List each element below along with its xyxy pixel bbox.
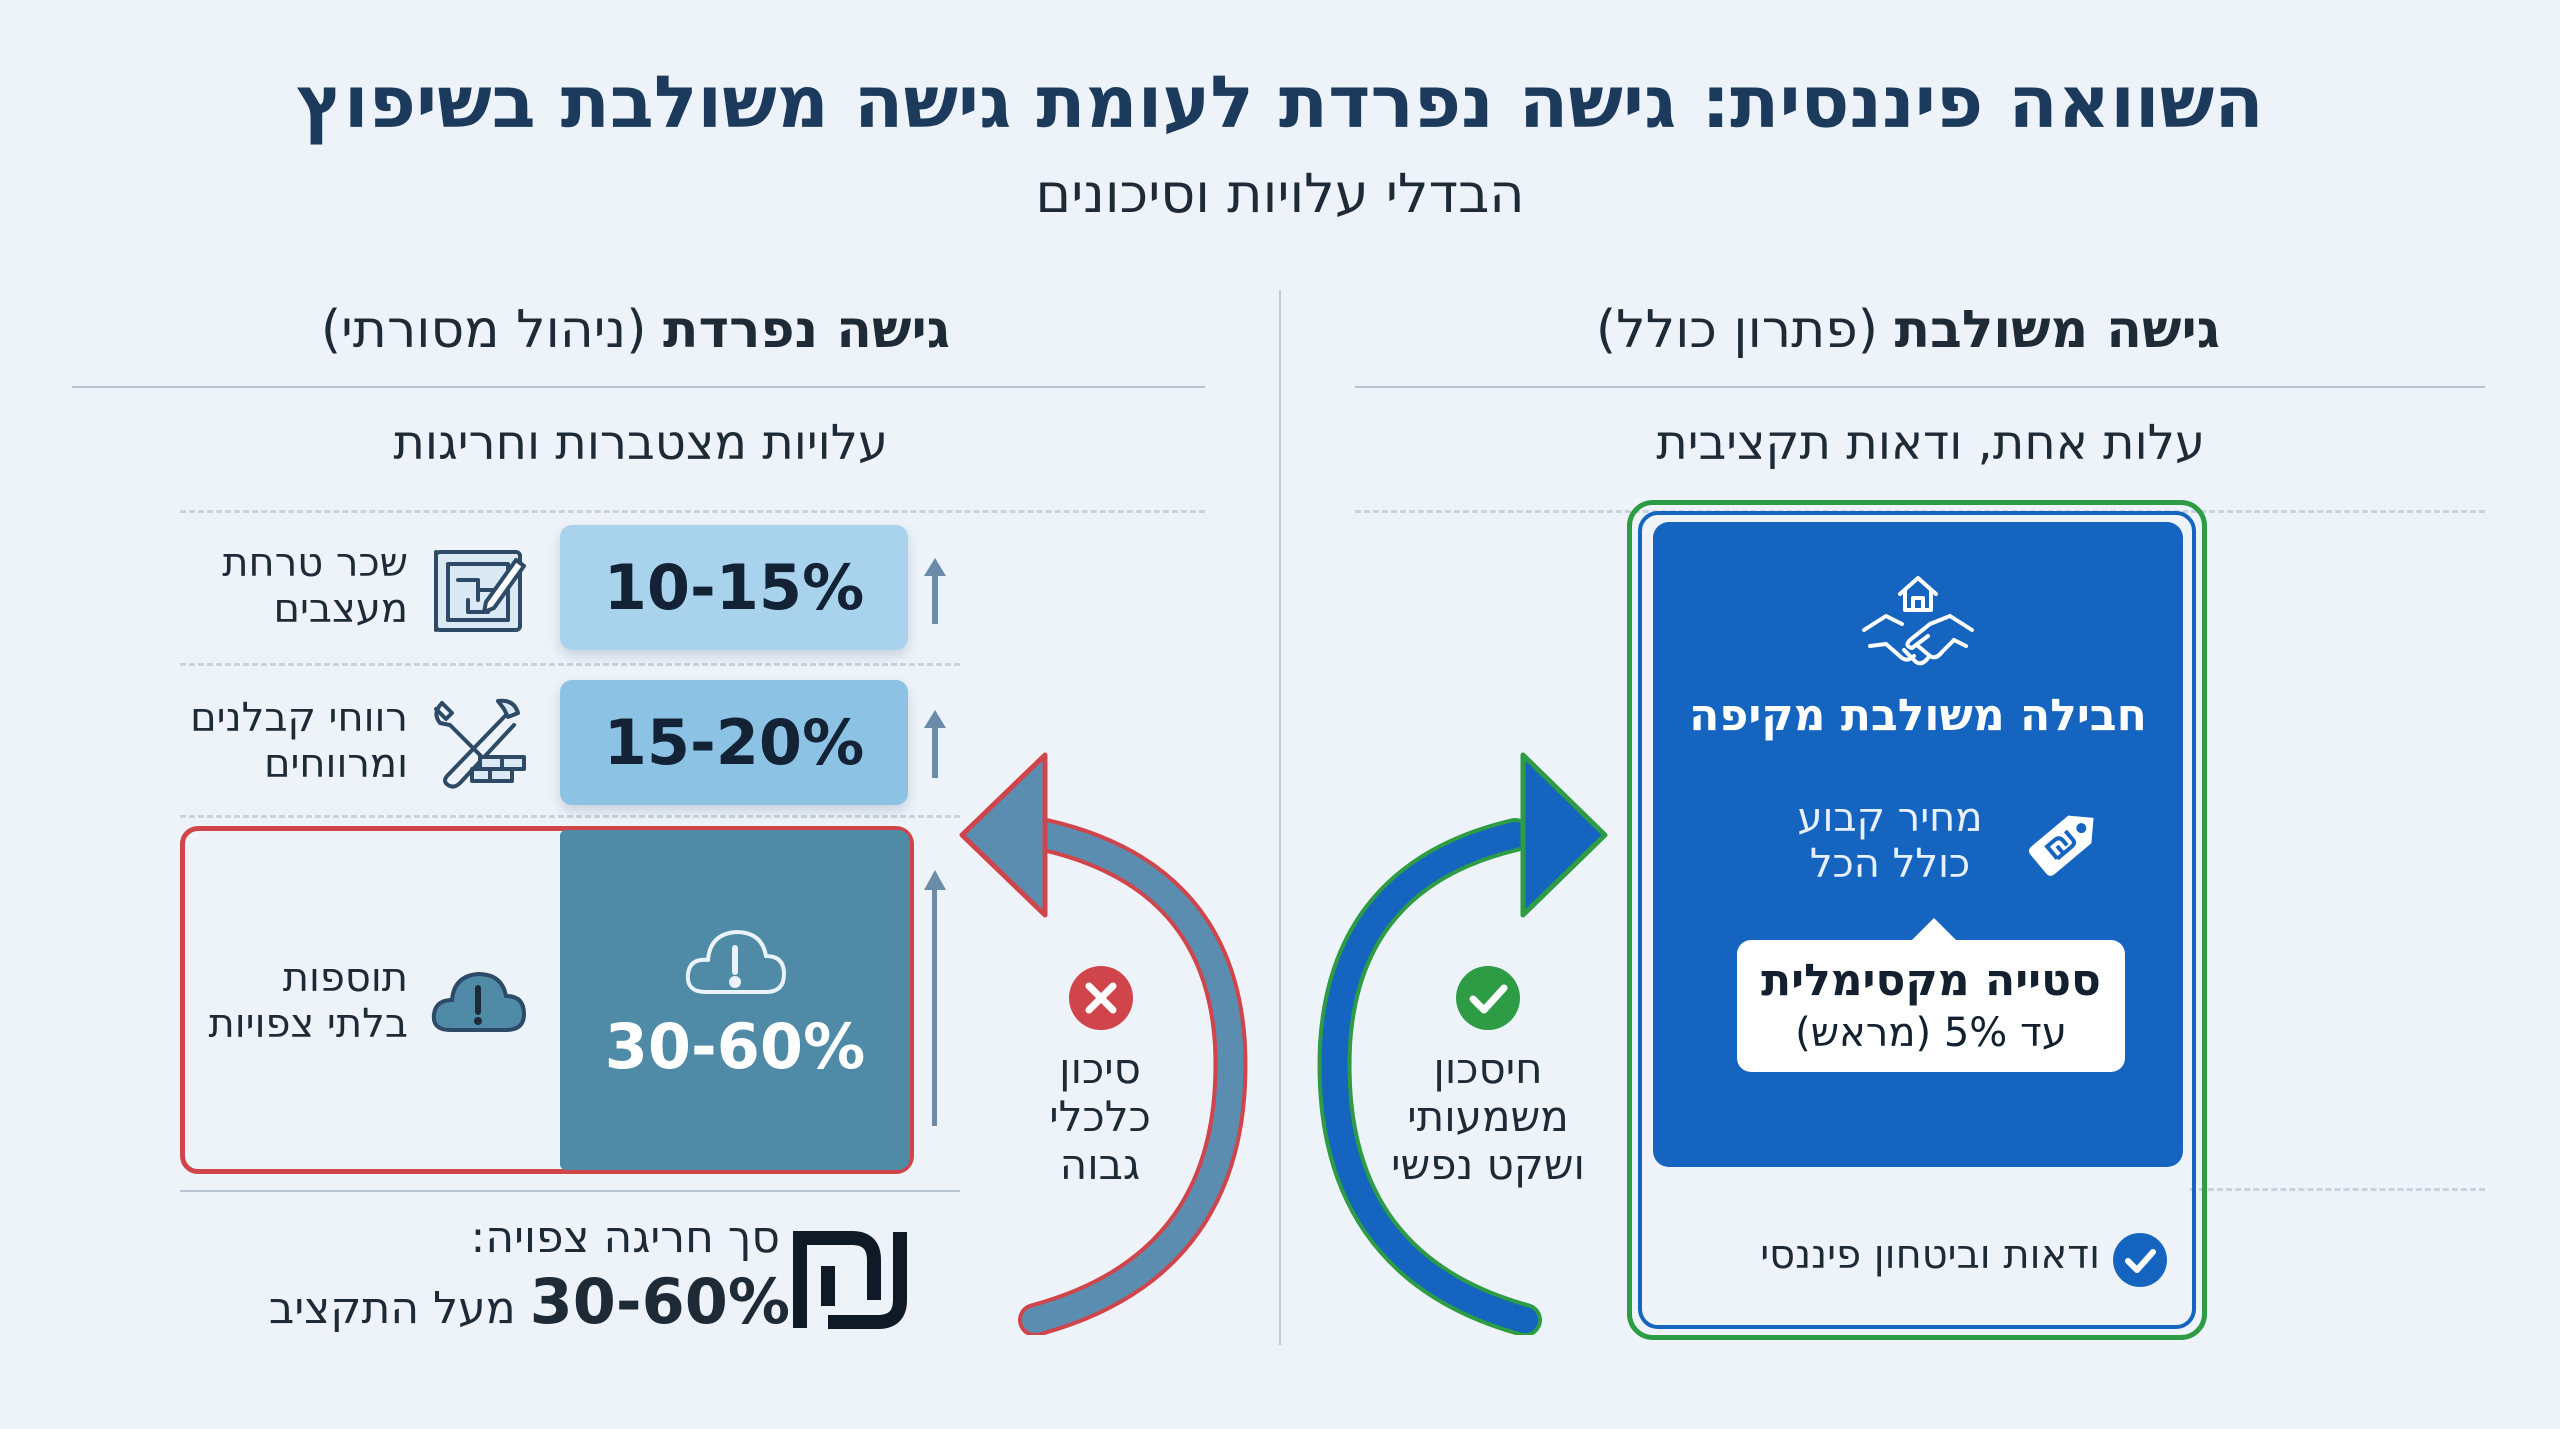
savings-arrow	[1305, 745, 1625, 1337]
unexpected-costs-label: תוספות בלתי צפויות	[180, 955, 408, 1047]
wrench-bricks-icon	[428, 695, 528, 791]
package-frame-inner	[1638, 511, 2196, 1329]
risk-x-icon	[1068, 965, 1134, 1031]
unexpected-costs-line1: תוספות	[282, 955, 408, 1001]
expected-overrun-value: 30-60% מעל התקציב	[250, 1265, 790, 1338]
contractor-margin-line2: ומרווחים	[263, 741, 408, 787]
blueprint-pencil-icon	[428, 540, 528, 636]
contractor-margin-line1: רווחי קבלנים	[190, 695, 408, 741]
price-tag-icon	[2018, 793, 2114, 889]
success-check-icon	[1455, 965, 1521, 1031]
separate-dash-line-2	[180, 663, 960, 666]
integrated-subheading: עלות אחת, ודאות תקציבית	[1656, 415, 2205, 471]
contractor-margin-label: רווחי קבלנים ומרווחים	[160, 695, 408, 787]
savings-line1: חיסכון	[1433, 1044, 1543, 1093]
package-price-line1: מחיר קבוע	[1797, 795, 1983, 841]
designer-fee-label: שכר טרחת מעצבים	[180, 540, 408, 632]
integrated-dash-line-bottom	[2190, 1188, 2485, 1191]
expected-overrun-label: סך חריגה צפויה:	[470, 1212, 780, 1263]
expected-overrun-suffix: מעל התקציב	[268, 1283, 516, 1334]
page-subtitle: הבדלי עלויות וסיכונים	[1035, 162, 1525, 225]
separate-heading-rule	[72, 386, 1205, 388]
separate-subheading: עלויות מצטברות וחריגות	[393, 415, 888, 471]
integrated-heading-paren: (פתרון כולל)	[1595, 300, 1879, 360]
risk-text: סיכון כלכלי גבוה	[1000, 1045, 1200, 1189]
risk-arrow	[950, 745, 1250, 1337]
separate-footer-rule	[180, 1190, 960, 1192]
savings-line2: משמעותי	[1407, 1092, 1569, 1141]
callout-pointer	[1910, 918, 1958, 942]
unexpected-costs-bar	[560, 830, 910, 1170]
separate-heading-bold: גישה נפרדת	[663, 300, 950, 360]
unexpected-costs-line2: בלתי צפויות	[208, 1001, 408, 1047]
unexpected-costs-frame	[180, 826, 914, 1174]
checkmark-circle-icon	[2112, 1232, 2168, 1288]
callout-title: סטייה מקסימלית	[1761, 955, 2101, 1006]
separate-heading-paren: (ניהול מסורתי)	[320, 300, 647, 360]
risk-line1: סיכון	[1059, 1044, 1141, 1093]
savings-text: חיסכון משמעותי ושקט נפשי	[1368, 1045, 1608, 1189]
designer-fee-bar: 10-15%	[560, 525, 908, 650]
column-divider	[1279, 290, 1281, 1345]
shekel-icon	[790, 1228, 910, 1332]
expected-overrun-percent: 30-60%	[529, 1265, 790, 1338]
max-deviation-callout	[1737, 940, 2125, 1072]
cloud-warning-icon	[428, 960, 528, 1040]
separate-dash-line	[180, 510, 1205, 513]
package-price-text: מחיר קבוע כולל הכל	[1770, 795, 2010, 887]
separate-heading: גישה נפרדת (ניהול מסורתי)	[321, 300, 950, 360]
risk-line2: כלכלי	[1049, 1092, 1151, 1141]
savings-line3: ושקט נפשי	[1391, 1140, 1585, 1189]
package-frame-outer	[1627, 500, 2207, 1340]
cloud-alert-icon	[680, 920, 790, 1000]
integrated-heading-rule	[1355, 386, 2485, 388]
contractor-margin-bar: 15-20%	[560, 680, 908, 805]
house-handshake-icon	[1858, 558, 1978, 678]
designer-fee-line1: שכר טרחת	[222, 540, 408, 586]
unexpected-costs-value: 30-60%	[604, 1010, 866, 1083]
designer-fee-line2: מעצבים	[273, 586, 408, 632]
integrated-heading: גישה משולבת (פתרון כולל)	[1596, 300, 2220, 360]
up-arrow-icon	[922, 868, 948, 1128]
package-title: חבילה משולבת מקיפה	[1689, 690, 2147, 741]
integrated-heading-bold: גישה משולבת	[1894, 300, 2220, 360]
callout-subtitle: עד 5% (מראש)	[1795, 1010, 2067, 1056]
package-price-line2: כולל הכל	[1809, 841, 1971, 887]
certainty-text: ודאות וביטחון פיננסי	[1760, 1232, 2100, 1278]
separate-dash-line-3	[180, 815, 960, 818]
risk-line3: גבוה	[1059, 1140, 1141, 1189]
page-title: השוואה פיננסית: גישה נפרדת לעומת גישה מש…	[296, 60, 2264, 144]
up-arrow-icon	[922, 556, 948, 626]
up-arrow-icon	[922, 708, 948, 780]
